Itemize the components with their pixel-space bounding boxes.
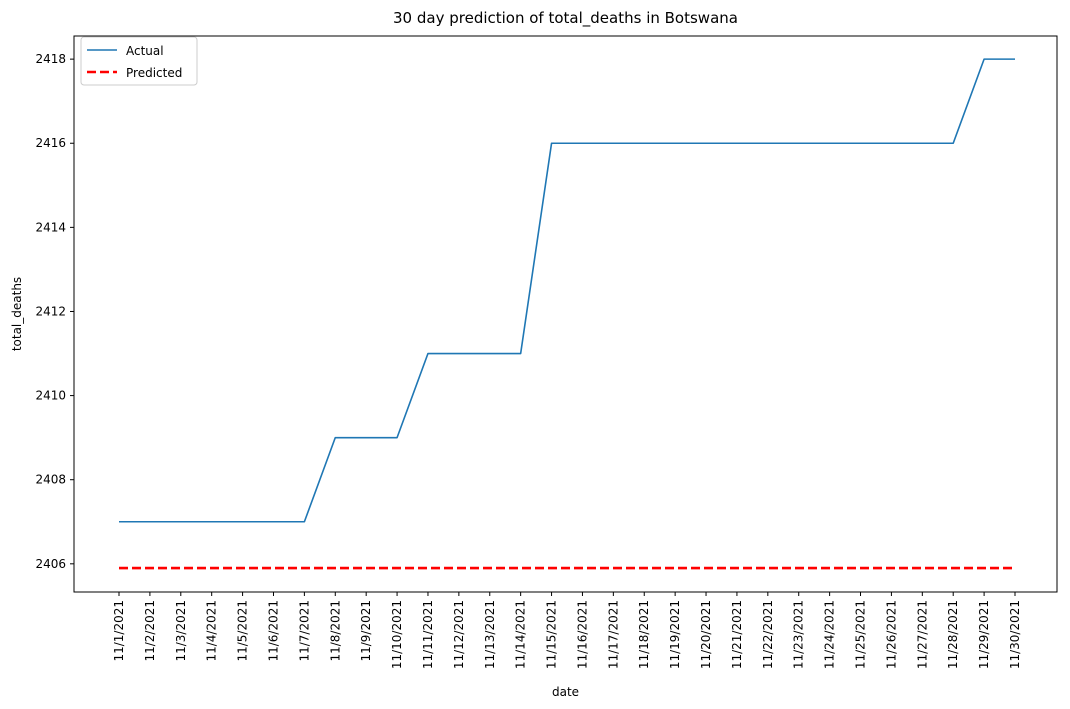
x-tick-label: 11/19/2021: [668, 600, 682, 669]
y-tick-label: 2412: [35, 304, 66, 318]
x-tick-label: 11/15/2021: [545, 600, 559, 669]
x-tick-label: 11/25/2021: [854, 600, 868, 669]
x-tick-label: 11/28/2021: [946, 600, 960, 669]
legend-predicted-label: Predicted: [126, 66, 182, 80]
x-tick-label: 11/22/2021: [761, 600, 775, 669]
x-tick-label: 11/23/2021: [792, 600, 806, 669]
x-tick-label: 11/14/2021: [514, 600, 528, 669]
x-tick-label: 11/2/2021: [143, 600, 157, 662]
y-tick-label: 2410: [35, 389, 66, 403]
x-tick-label: 11/3/2021: [174, 600, 188, 662]
series-layer: [119, 58, 1015, 570]
x-axis-title: date: [552, 685, 579, 699]
y-tick-label: 2416: [35, 136, 66, 150]
x-tick-label: 11/26/2021: [884, 600, 898, 669]
x-tick-label: 11/13/2021: [483, 600, 497, 669]
x-tick-label: 11/17/2021: [606, 600, 620, 669]
y-axis-title: total_deaths: [10, 277, 24, 351]
x-tick-label: 11/29/2021: [977, 600, 991, 669]
x-tick-label: 11/24/2021: [823, 600, 837, 669]
x-tick-label: 11/12/2021: [452, 600, 466, 669]
x-tick-label: 11/9/2021: [359, 600, 373, 662]
x-tick-label: 11/5/2021: [236, 600, 250, 662]
y-tick-label: 2414: [35, 220, 66, 234]
x-tick-label: 11/27/2021: [915, 600, 929, 669]
x-axis: 11/1/2021 11/2/2021 11/3/2021 11/4/2021 11/5…: [112, 592, 1022, 669]
x-tick-label: 11/10/2021: [390, 600, 404, 669]
actual-line: [119, 58, 1015, 523]
plot-area: [73, 35, 1058, 593]
x-tick-label: 11/20/2021: [699, 600, 713, 669]
legend-box: [80, 36, 198, 86]
x-tick-label: 11/8/2021: [328, 600, 342, 662]
x-tick-label: 11/16/2021: [575, 600, 589, 669]
legend-actual-label: Actual: [126, 44, 164, 58]
y-tick-label: 2408: [35, 473, 66, 487]
y-tick-label: 2406: [35, 557, 66, 571]
y-axis: 2406 2408 2410 2412 2414 2416 2418: [35, 52, 74, 571]
x-tick-label: 11/21/2021: [730, 600, 744, 669]
x-tick-label: 11/18/2021: [637, 600, 651, 669]
x-tick-label: 11/7/2021: [297, 600, 311, 662]
x-tick-label: 11/1/2021: [112, 600, 126, 662]
x-tick-label: 11/11/2021: [421, 600, 435, 669]
x-tick-label: 11/4/2021: [205, 600, 219, 662]
chart-title: 30 day prediction of total_deaths in Bot…: [393, 9, 738, 28]
legend: Actual Predicted: [80, 36, 198, 86]
y-tick-label: 2418: [35, 52, 66, 66]
x-tick-label: 11/6/2021: [266, 600, 280, 662]
x-tick-label: 11/30/2021: [1008, 600, 1022, 669]
